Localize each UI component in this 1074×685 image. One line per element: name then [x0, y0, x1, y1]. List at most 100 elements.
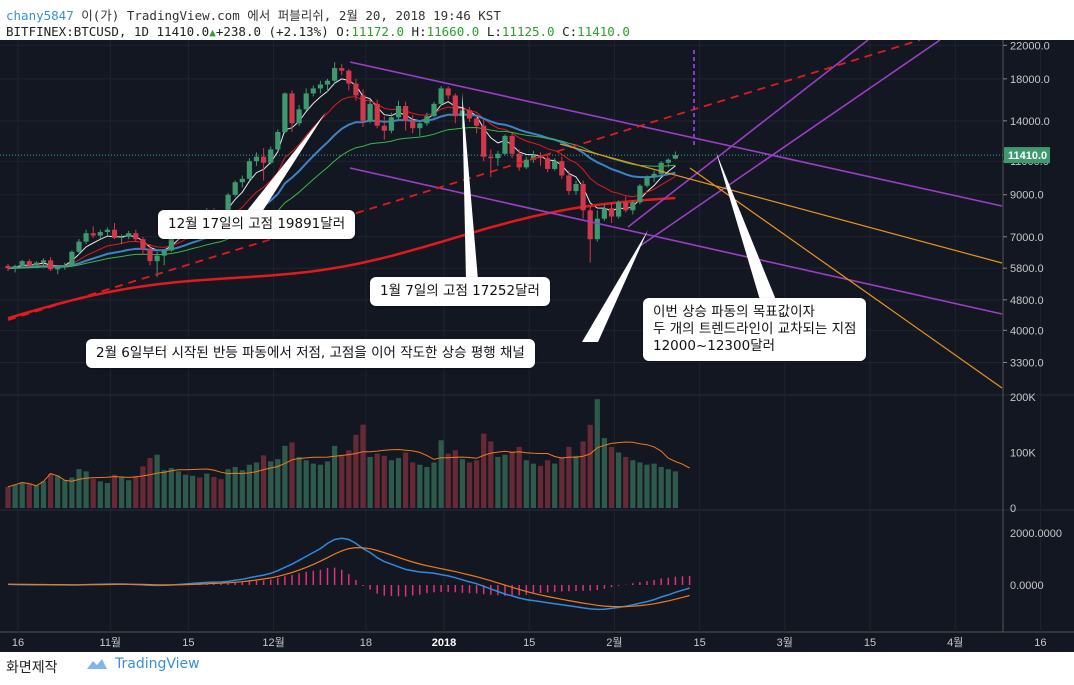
volume-bar [5, 486, 11, 508]
candle [140, 239, 146, 250]
volume-bar [275, 459, 281, 508]
candle [438, 88, 444, 104]
candle [367, 103, 373, 121]
indicator-lines [7, 78, 676, 320]
candle [601, 208, 607, 219]
volume-bar [147, 458, 153, 508]
volume-bar [261, 455, 267, 508]
close-value: 11410.0 [577, 24, 630, 39]
volume-bar [637, 462, 643, 508]
symbol-label[interactable]: BITFINEX:BTCUSD, 1D [6, 24, 149, 39]
volume-bar [537, 465, 544, 508]
channel-upper [349, 61, 1003, 207]
candle [324, 80, 331, 85]
ma-green [7, 126, 676, 269]
volume-bar [133, 475, 139, 508]
candle [332, 68, 338, 81]
candle [353, 83, 359, 96]
volume-bar [324, 461, 331, 508]
volume-bar [90, 479, 96, 508]
candle [239, 178, 245, 183]
volume-bar [438, 440, 444, 508]
volume-bar [332, 445, 338, 508]
volume-bar [69, 477, 75, 508]
channel-lower [349, 167, 1003, 315]
volume-bar [530, 463, 536, 508]
volume-bar [211, 476, 217, 508]
time-tick: 3월 [777, 636, 793, 649]
time-tick: 15 [182, 637, 194, 649]
volume-bar [424, 466, 430, 508]
volume-bar [367, 456, 373, 508]
volume-bar [154, 454, 160, 508]
macd-tick: 0.0000 [1010, 580, 1044, 592]
candle [303, 93, 309, 110]
candle [459, 110, 465, 117]
volume-bar [608, 446, 615, 508]
candle [282, 93, 288, 132]
candle [665, 159, 671, 163]
candle [623, 202, 629, 211]
callout-target[interactable]: 이번 상승 파동의 목표값이자 두 개의 트렌드라인이 교차되는 지점 1200… [643, 298, 867, 361]
volume-bar [12, 484, 18, 508]
candle [424, 116, 430, 124]
candle [523, 159, 529, 168]
price-tick: 22000.0 [1010, 40, 1050, 52]
time-tick: 2월 [606, 636, 622, 649]
price-tick: 3300.0 [1010, 358, 1044, 370]
close-label: C: [562, 24, 578, 39]
candle [452, 95, 458, 117]
volume-bar [339, 454, 345, 508]
candle [466, 110, 473, 119]
volume-bar [239, 470, 245, 508]
last-price-label: 11410.0 [1008, 150, 1047, 162]
candle [55, 266, 61, 270]
low-label: L: [486, 24, 502, 39]
volume-bar [197, 477, 203, 508]
volume-bar [19, 482, 25, 508]
volume-bar [104, 483, 110, 508]
callout-channel[interactable]: 2월 6일부터 시작된 반등 파동에서 저점, 고점을 이어 작도한 상승 평행… [86, 339, 535, 368]
volume-bar [630, 460, 636, 508]
callout-jan7-high[interactable]: 1월 7일의 고점 17252달러 [370, 277, 550, 306]
volume-bar [665, 469, 671, 508]
pointer-jan7 [462, 92, 478, 280]
volume-bar [346, 450, 352, 508]
callout-dec17-high[interactable]: 12월 17일의 고점 19891달러 [158, 210, 356, 239]
volume-bar [161, 470, 167, 508]
time-tick: 12월 [262, 636, 284, 649]
candle [147, 249, 153, 262]
target-line-3: 12000~12300달러 [653, 338, 776, 354]
volume-bar [119, 477, 125, 508]
volume-bar [374, 453, 380, 508]
volume-bar [445, 453, 451, 508]
volume-bar [466, 462, 473, 508]
volume-bar [388, 460, 394, 508]
author-link[interactable]: chany5847 [6, 8, 74, 23]
volume-bar [644, 464, 650, 508]
target-line-2: 두 개의 트렌드라인이 교차되는 지점 [653, 321, 857, 337]
time-tick: 16 [1034, 637, 1046, 649]
drawings[interactable] [7, 40, 1003, 389]
candle [481, 125, 487, 157]
volume-bar [317, 464, 323, 508]
candle [559, 161, 565, 176]
volume-bar [552, 463, 558, 508]
candle [275, 131, 281, 150]
time-tick: 18 [360, 637, 372, 649]
last-price: 11410.0 [156, 24, 210, 39]
high-label: H: [411, 24, 427, 39]
volume-bar [452, 450, 458, 508]
volume-bar [253, 462, 260, 508]
price-tick: 7000.0 [1010, 232, 1044, 244]
candle [111, 229, 118, 238]
target-line-1: 이번 상승 파동의 목표값이자 [653, 304, 815, 320]
tradingview-logo[interactable]: TradingView [85, 656, 200, 672]
volume-bar [289, 442, 295, 508]
last-price-badge [1004, 147, 1050, 164]
volume-bar [225, 469, 231, 508]
price-tick: 9000.0 [1010, 190, 1044, 202]
candle [40, 260, 47, 263]
candle [488, 156, 494, 159]
orange-trend-2 [689, 167, 1003, 389]
